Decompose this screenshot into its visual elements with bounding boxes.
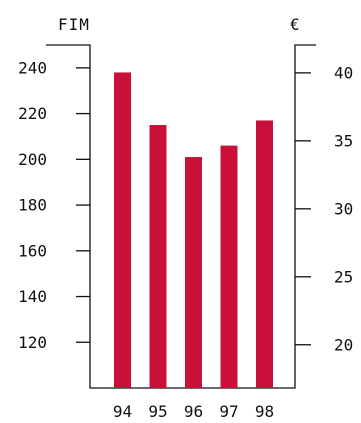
bar-98 (256, 120, 273, 389)
left-tick-label: 240 (18, 58, 47, 77)
x-tick-label: 98 (255, 402, 274, 421)
right-tick-label: 40 (334, 63, 353, 82)
right-tick-label: 20 (334, 335, 353, 354)
bar-95 (149, 125, 167, 389)
x-tick-label: 95 (148, 402, 167, 421)
left-tick-label: 200 (18, 150, 47, 169)
x-axis: 94 95 96 97 98 (113, 402, 274, 421)
left-tick-label: 160 (18, 241, 47, 260)
left-tick-label: 140 (18, 287, 47, 306)
right-unit-label: € (290, 15, 301, 34)
bar-97 (220, 145, 238, 388)
bar-96 (185, 157, 202, 388)
x-tick-label: 96 (184, 402, 203, 421)
right-tick-label: 35 (334, 131, 353, 150)
bar-series (114, 72, 273, 389)
right-tick-label: 30 (334, 199, 353, 218)
x-tick-label: 97 (219, 402, 238, 421)
plot-frame (46, 44, 316, 389)
left-tick-label: 180 (18, 196, 47, 215)
bar-94 (114, 72, 131, 388)
left-unit-label: FIM (58, 15, 90, 34)
left-tick-label: 120 (18, 333, 47, 352)
left-axis: 120 140 160 180 200 220 240 (18, 58, 90, 352)
x-tick-label: 94 (113, 402, 132, 421)
right-tick-label: 25 (334, 267, 353, 286)
right-axis: 20 25 30 35 40 (295, 63, 353, 354)
left-tick-label: 220 (18, 104, 47, 123)
